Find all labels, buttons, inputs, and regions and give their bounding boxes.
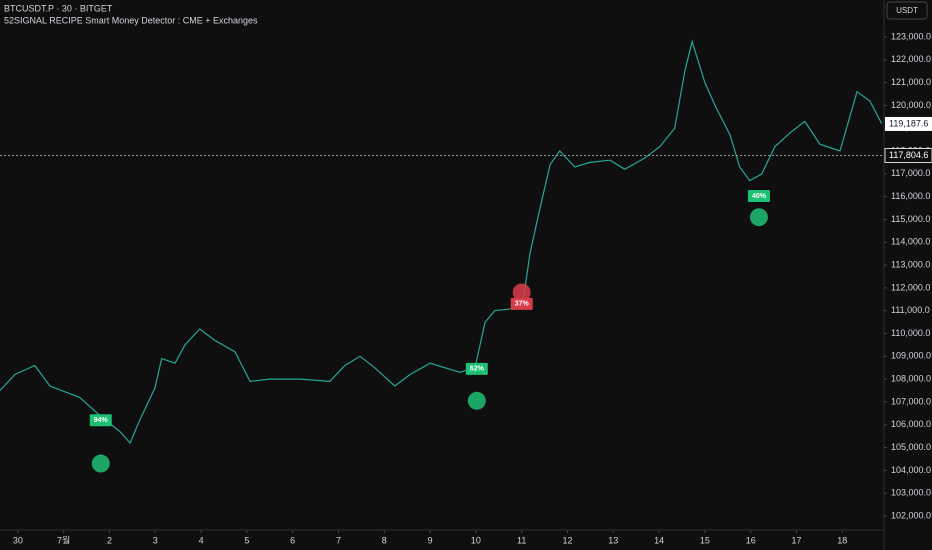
y-tick-label: 112,000.0 (891, 282, 930, 292)
x-tick-label: 10 (471, 535, 481, 545)
signal-label-box (747, 189, 770, 202)
signal-label-box (89, 414, 112, 427)
y-tick-label: 111,000.0 (891, 305, 930, 315)
x-tick-label: 30 (13, 535, 23, 545)
y-tick-label: 104,000.0 (891, 465, 931, 475)
x-tick-label: 6 (290, 535, 295, 545)
x-tick-label: 7월 (57, 534, 70, 545)
currency-button[interactable] (886, 1, 928, 20)
y-tick-label: 116,000.0 (891, 191, 930, 201)
x-tick-label: 7 (336, 535, 341, 545)
y-tick-label: 113,000.0 (891, 259, 930, 269)
x-tick-label: 11 (517, 535, 526, 545)
y-tick-label: 122,000.0 (891, 54, 931, 64)
price-tag-box (884, 148, 932, 164)
x-tick-label: 18 (837, 535, 847, 545)
x-tick-label: 3 (153, 535, 158, 545)
x-tick-label: 5 (244, 535, 249, 545)
y-tick-label: 121,000.0 (891, 77, 931, 87)
x-tick-label: 14 (654, 535, 664, 545)
y-tick-label: 123,000.0 (891, 31, 931, 41)
y-tick-label: 115,000.0 (891, 214, 930, 224)
signal-circle (467, 391, 486, 410)
signal-circle (749, 208, 768, 227)
y-tick-label: 102,000.0 (891, 510, 931, 520)
x-tick-label: 2 (107, 535, 112, 545)
x-tick-label: 16 (746, 535, 756, 545)
signal-label: 40% (752, 193, 767, 200)
y-tick-label: 103,000.0 (891, 488, 931, 498)
x-tick-label: 17 (792, 535, 802, 545)
x-tick-label: 13 (608, 535, 618, 545)
signal-circle (91, 454, 110, 473)
y-tick-label: 105,000.0 (891, 442, 931, 452)
price-tag-label: 119,187.6 (889, 118, 928, 128)
x-tick-label: 15 (700, 535, 710, 545)
currency-label[interactable]: USDT (896, 6, 918, 15)
x-tick-label: 4 (199, 535, 204, 545)
signal-label-box (465, 362, 488, 375)
indicator-name: 52SIGNAL RECIPE Smart Money Detector : C… (4, 15, 258, 25)
y-tick-label: 108,000.0 (891, 374, 931, 384)
price-tag-box (885, 116, 932, 131)
signal-label-box (510, 297, 533, 310)
price-line (0, 39, 883, 445)
price-tag-label: 117,804.6 (889, 150, 928, 160)
chart-title: BTCUSDT.P · 30 · BITGET (4, 3, 113, 13)
signal-circle (512, 283, 531, 302)
y-tick-label: 107,000.0 (891, 396, 931, 406)
y-tick-label: 120,000.0 (891, 100, 931, 110)
y-tick-label: 114,000.0 (891, 237, 930, 247)
y-tick-label: 106,000.0 (891, 419, 931, 429)
x-tick-label: 12 (562, 535, 572, 545)
signal-label: 62% (470, 366, 485, 373)
y-tick-label: 110,000.0 (891, 328, 930, 338)
x-tick-label: 8 (382, 535, 387, 545)
signal-label: 37% (515, 301, 530, 308)
signal-label: 94% (94, 417, 109, 424)
x-tick-label: 9 (428, 535, 433, 545)
y-tick-label: 109,000.0 (891, 351, 931, 361)
y-tick-label: 117,000.0 (891, 168, 930, 178)
